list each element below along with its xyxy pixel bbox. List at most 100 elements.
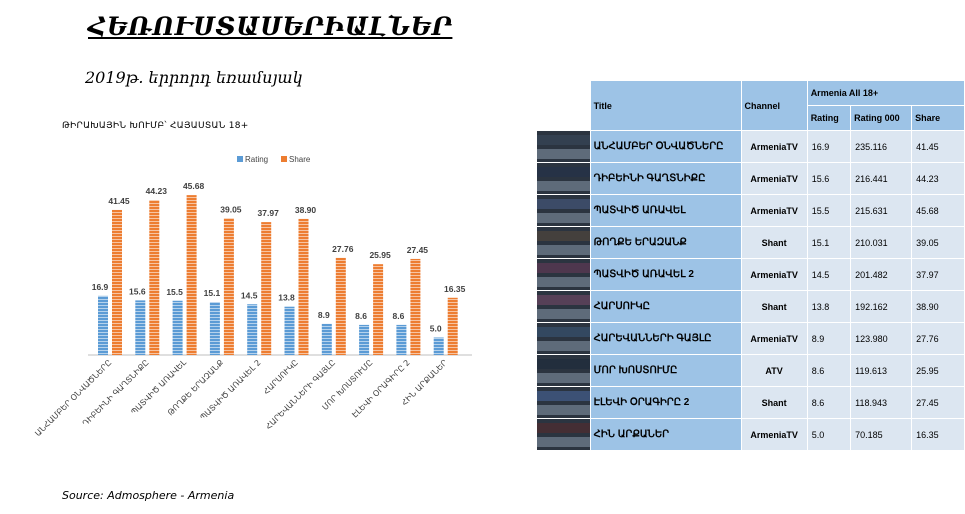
- row-share: 41.45: [911, 130, 965, 163]
- row-title: ԴԻԲԵԻՆԻ ԳԱՂՏՆԻՔԸ: [589, 162, 742, 195]
- row-rating000: 119.613: [850, 354, 913, 387]
- data-label-rating: 8.9: [318, 310, 330, 320]
- column-title: Title: [589, 80, 742, 131]
- column-channel: Channel: [740, 80, 808, 131]
- table-header-row-1: Title Channel Armenia All 18+: [536, 80, 965, 131]
- row-title: ՀԱՐՍՈՒԿԸ: [589, 290, 742, 323]
- row-rating: 16.9: [806, 130, 852, 163]
- bar-rating: [247, 304, 258, 355]
- column-share: Share: [911, 105, 965, 131]
- ratings-bar-chart: Rating Share 16.9 41.45 ԱՆՀԱՄԲԵՐ ՕՆՎԱԾՆԵՐԸ 15…: [33, 155, 472, 438]
- table-row: ՊԱՏՎԻԾ ԱՌԱՎԵԼ ArmeniaTV 15.5 215.631 45.…: [536, 194, 965, 227]
- row-rating000: 192.162: [850, 290, 913, 323]
- row-title: ՀԻՆ ԱՐՔԱՆԵՐ: [589, 418, 742, 451]
- table-row: ՊԱՏՎԻԾ ԱՌԱՎԵԼ 2 ArmeniaTV 14.5 201.482 3…: [536, 258, 965, 291]
- poster-thumbnail: [536, 226, 591, 259]
- bar-share: [335, 257, 346, 355]
- row-channel: Shant: [740, 290, 808, 323]
- table-row: ԱՆՀԱՄԲԵՐ ՕՆՎԱԾՆԵՐԸ ArmeniaTV 16.9 235.11…: [536, 130, 965, 163]
- row-title: ՀԱՐԵՎԱՆՆԵՐԻ ԳԱՅԼԸ: [589, 322, 742, 355]
- data-label-rating: 16.9: [92, 282, 109, 292]
- legend-swatch-share: [281, 156, 287, 162]
- row-channel: ArmeniaTV: [740, 258, 808, 291]
- table-row: ՄՈՐ ԽՈՍՏՈՒՄԸ ATV 8.6 119.613 25.95: [536, 354, 965, 387]
- bar-share: [186, 195, 197, 355]
- page-title: ՀԵՌՈՒՍՏԱՍԵՐԻԱԼՆԵՐ: [88, 12, 453, 41]
- table-row: ԷԼԵՎԻ ՕՐԱԳԻՐԸ 2 Shant 8.6 118.943 27.45: [536, 386, 965, 419]
- category-label: ԱՆՀԱՄԲԵՐ ՕՆՎԱԾՆԵՐԸ: [33, 358, 113, 438]
- table-row: ՀԻՆ ԱՐՔԱՆԵՐ ArmeniaTV 5.0 70.185 16.35: [536, 418, 965, 451]
- bar-share: [373, 264, 384, 355]
- data-label-share: 38.90: [295, 205, 317, 215]
- table-row: ՀԱՐԵՎԱՆՆԵՐԻ ԳԱՅԼԸ ArmeniaTV 8.9 123.980 …: [536, 322, 965, 355]
- data-label-share: 37.97: [258, 208, 280, 218]
- row-rating: 14.5: [806, 258, 852, 291]
- bar-rating: [359, 324, 370, 355]
- row-title: ՄՈՐ ԽՈՍՏՈՒՄԸ: [589, 354, 742, 387]
- row-rating000: 123.980: [850, 322, 913, 355]
- row-channel: Shant: [740, 226, 808, 259]
- row-channel: ArmeniaTV: [740, 162, 808, 195]
- poster-thumbnail: [536, 162, 591, 195]
- bar-share: [447, 297, 458, 355]
- data-label-rating: 15.5: [166, 287, 183, 297]
- data-label-share: 16.35: [444, 284, 466, 294]
- row-share: 27.76: [911, 322, 965, 355]
- table-row: ԹՈՂՔԵ ԵՐԱԶԱՆՔ Shant 15.1 210.031 39.05: [536, 226, 965, 259]
- bar-rating: [284, 306, 295, 355]
- row-share: 38.90: [911, 290, 965, 323]
- poster-thumbnail: [536, 322, 591, 355]
- poster-thumbnail: [536, 418, 591, 451]
- bar-rating: [98, 295, 108, 355]
- data-label-rating: 15.6: [129, 286, 146, 296]
- bar-rating: [172, 300, 183, 355]
- row-rating000: 201.482: [850, 258, 913, 291]
- row-rating000: 215.631: [850, 194, 913, 227]
- row-channel: ATV: [740, 354, 808, 387]
- poster-thumbnail: [536, 386, 591, 419]
- column-rating: Rating: [806, 105, 852, 131]
- poster-thumbnail: [536, 354, 591, 387]
- bar-rating: [396, 324, 407, 355]
- data-label-rating: 8.6: [392, 311, 404, 321]
- row-share: 27.45: [911, 386, 965, 419]
- row-rating000: 235.116: [850, 130, 913, 163]
- bar-rating: [209, 302, 220, 355]
- category-label: ԴԻԲԵԻՆԻ ԳԱՂՏՆԻՔԸ: [81, 358, 151, 428]
- category-label: ՀԱՐԵՎԱՆՆԵՐԻ ԳԱՅԼԸ: [264, 358, 337, 431]
- bar-share: [149, 200, 160, 355]
- row-share: 45.68: [911, 194, 965, 227]
- source-note: Source: Admosphere - Armenia: [62, 489, 235, 502]
- bar-share: [298, 218, 309, 355]
- legend-label-share: Share: [289, 155, 311, 164]
- row-rating: 15.5: [806, 194, 852, 227]
- row-title: ՊԱՏՎԻԾ ԱՌԱՎԵԼ 2: [589, 258, 742, 291]
- ratings-table: Title Channel Armenia All 18+ Rating Rat…: [536, 80, 965, 451]
- legend-swatch-rating: [237, 156, 243, 162]
- data-label-share: 27.76: [332, 244, 354, 254]
- row-channel: ArmeniaTV: [740, 130, 808, 163]
- thumb-header: [536, 80, 591, 131]
- column-rating000: Rating 000: [850, 105, 913, 131]
- category-label: ՀԱՐՍՈՒԿԸ: [262, 358, 300, 396]
- row-rating000: 210.031: [850, 226, 913, 259]
- data-label-rating: 15.1: [204, 288, 221, 298]
- bar-rating: [135, 300, 146, 355]
- row-rating: 8.6: [806, 354, 852, 387]
- row-rating: 13.8: [806, 290, 852, 323]
- row-rating: 5.0: [806, 418, 852, 451]
- row-channel: ArmeniaTV: [740, 322, 808, 355]
- data-label-share: 45.68: [183, 181, 205, 191]
- legend-label-rating: Rating: [245, 155, 268, 164]
- row-rating: 8.9: [806, 322, 852, 355]
- row-title: ԹՈՂՔԵ ԵՐԱԶԱՆՔ: [589, 226, 742, 259]
- data-label-rating: 8.6: [355, 311, 367, 321]
- row-title: ԷԼԵՎԻ ՕՐԱԳԻՐԸ 2: [589, 386, 742, 419]
- row-share: 37.97: [911, 258, 965, 291]
- bar-share: [223, 218, 234, 355]
- bar-rating: [321, 323, 332, 355]
- data-label-rating: 14.5: [241, 290, 258, 300]
- row-channel: Shant: [740, 386, 808, 419]
- bar-share: [261, 222, 272, 355]
- data-label-share: 27.45: [407, 245, 429, 255]
